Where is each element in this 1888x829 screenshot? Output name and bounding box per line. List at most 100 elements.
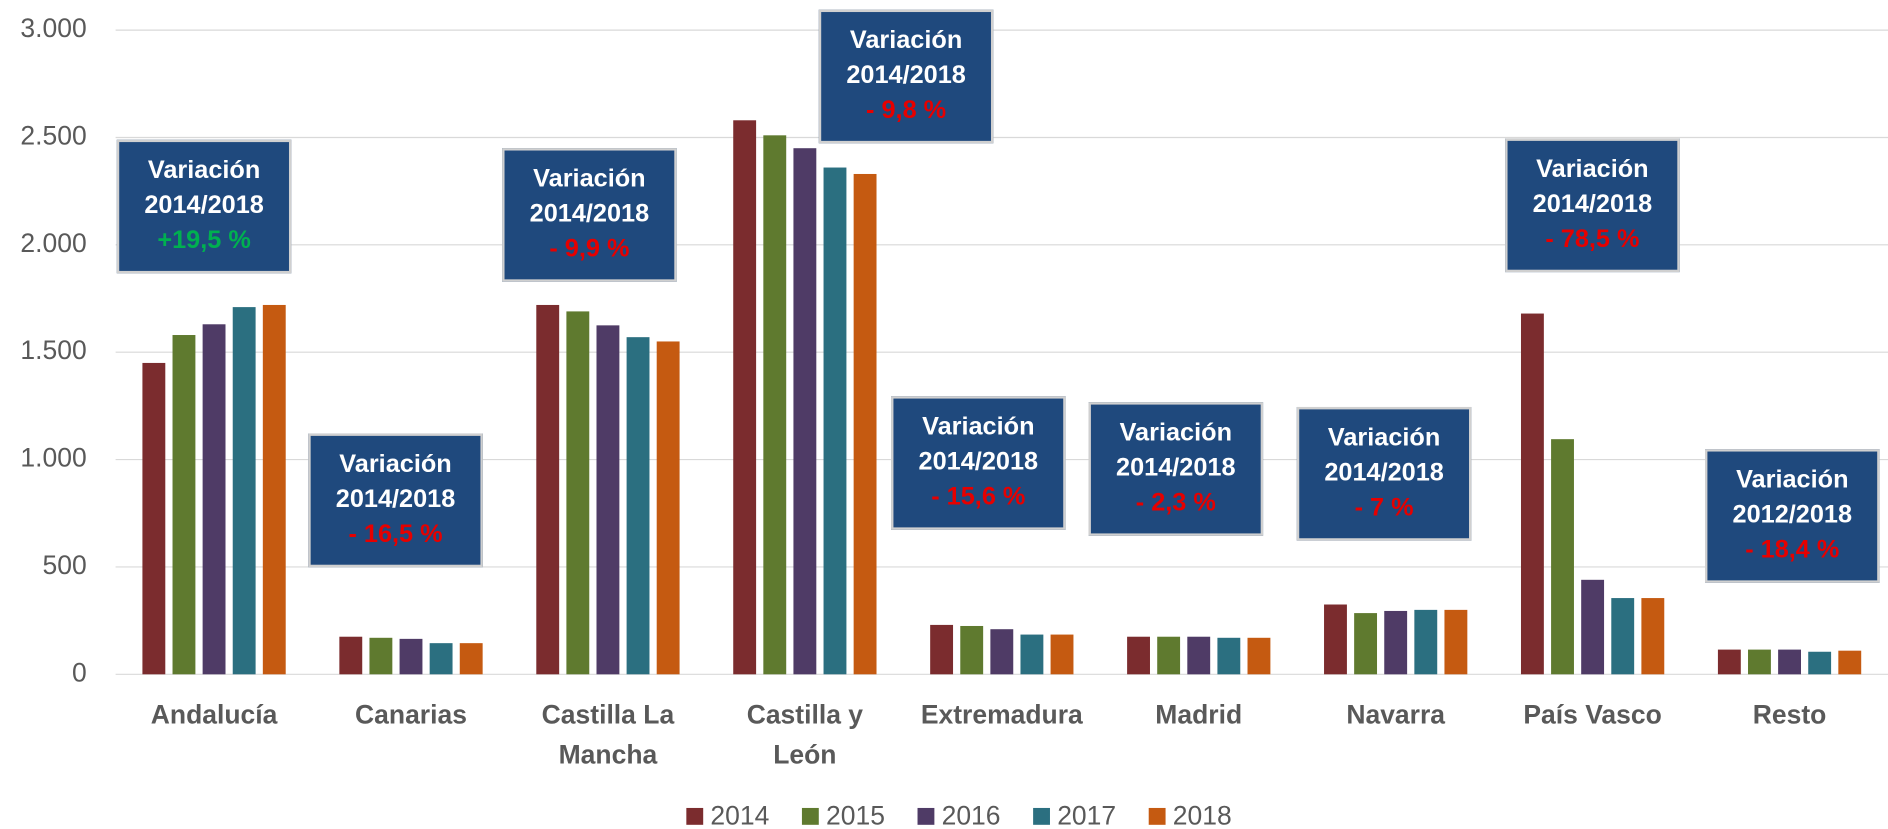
legend-swatch (686, 807, 704, 825)
annotation-text: Variación (1327, 423, 1441, 452)
annotation-box: Variación 2014/2018 - 16,5 % (308, 433, 483, 568)
x-tick-label: País Vasco (1523, 699, 1662, 730)
bar (763, 135, 787, 675)
bar (626, 337, 650, 675)
x-tick-label: Castilla y León (746, 699, 864, 770)
annotation-text: 2014/2018 (846, 61, 966, 90)
bar (1157, 636, 1181, 675)
annotation-box: Variación 2014/2018 - 9,8 % (818, 9, 994, 144)
bar (1717, 649, 1741, 675)
x-tick-label: Andalucía (150, 699, 278, 730)
legend-swatch (801, 807, 819, 825)
y-tick-label: 3.000 (20, 13, 86, 43)
legend-swatch (1033, 807, 1050, 825)
annotation-text: 2014/2018 (529, 199, 650, 228)
bar (1020, 634, 1044, 675)
annotation-text: Variación (849, 26, 963, 55)
annotation-change: - 7 % (1354, 493, 1414, 522)
bar (262, 304, 286, 675)
annotation-change: +19,5 % (157, 226, 251, 255)
annotation-text: 2014/2018 (1532, 190, 1653, 218)
bar (369, 637, 393, 675)
bar (1641, 598, 1665, 675)
x-tick-label: Canarias (355, 699, 467, 730)
bar (793, 148, 817, 675)
annotation-box: Variación 2014/2018 +19,5 % (116, 139, 292, 274)
legend-label: 2016 (942, 801, 1001, 829)
annotation-text: 2014/2018 (1324, 458, 1444, 487)
bar (733, 120, 757, 675)
y-tick-label: 0 (72, 657, 87, 687)
bar (823, 167, 847, 675)
legend-label: 2018 (1173, 801, 1232, 829)
bar (566, 311, 590, 675)
annotation-change: - 15,6 % (931, 482, 1026, 511)
bar (202, 324, 226, 675)
bar (960, 625, 984, 675)
legend-swatch (1148, 807, 1166, 825)
annotation-text: 2014/2018 (1116, 453, 1236, 482)
bar (1520, 313, 1544, 675)
bar (429, 643, 453, 675)
annotation-box: Variación 2012/2018 - 18,4 % (1705, 449, 1880, 583)
bar (1384, 610, 1408, 675)
y-tick-label: 1.000 (20, 443, 86, 473)
annotation-text: Variación (922, 413, 1035, 441)
bar (853, 173, 877, 675)
annotation-text: 2014/2018 (335, 485, 456, 513)
annotation-box: Variación 2014/2018 - 7 % (1296, 406, 1472, 541)
bar (232, 307, 256, 675)
bar (339, 636, 363, 675)
bar (1581, 579, 1605, 675)
bar (1050, 634, 1074, 675)
annotation-text: Variación (1536, 155, 1649, 184)
bar (1187, 636, 1211, 675)
bar (1414, 609, 1438, 675)
annotation-change: - 9,9 % (549, 234, 630, 263)
y-tick-label: 500 (42, 550, 86, 580)
bar (459, 643, 483, 675)
bar (1127, 636, 1150, 675)
bar (1354, 613, 1378, 675)
bar (1324, 604, 1347, 675)
x-tick-label: Madrid (1155, 699, 1243, 730)
annotation-text: Variación (1119, 419, 1233, 447)
bar (1444, 609, 1468, 675)
legend-label: 2015 (826, 801, 885, 829)
bar (1611, 598, 1635, 675)
annotation-change: - 78,5 % (1545, 225, 1640, 253)
annotation-text: 2014/2018 (144, 191, 264, 220)
bar (399, 638, 423, 675)
annotation-box: Variación 2014/2018 - 78,5 % (1505, 138, 1680, 273)
annotation-text: 2014/2018 (918, 447, 1039, 476)
x-tick-label: Extremadura (920, 699, 1083, 730)
y-tick-label: 2.500 (20, 120, 86, 150)
bar (1551, 439, 1574, 675)
annotation-change: - 18,4 % (1745, 535, 1840, 564)
bar (1217, 637, 1241, 675)
annotation-text: Variación (533, 164, 646, 193)
bar (142, 362, 166, 675)
legend-label: 2014 (710, 801, 769, 829)
annotation-text: Variación (147, 156, 261, 185)
x-tick-label: Navarra (1346, 699, 1446, 730)
annotation-change: - 9,8 % (866, 96, 947, 125)
bar (930, 624, 954, 675)
bar (596, 325, 620, 675)
annotation-box: Variación 2014/2018 - 2,3 % (1088, 402, 1264, 536)
annotation-change: - 16,5 % (348, 520, 443, 548)
bar (990, 629, 1014, 675)
legend-label: 2017 (1057, 801, 1116, 829)
y-tick-label: 2.000 (20, 228, 86, 258)
bar (1247, 637, 1271, 675)
legend-swatch (917, 807, 935, 825)
bar (1778, 649, 1801, 675)
bar (1748, 649, 1771, 675)
annotation-text: 2012/2018 (1732, 500, 1853, 529)
x-tick-label: Resto (1752, 699, 1827, 730)
annotation-box: Variación 2014/2018 - 15,6 % (891, 396, 1066, 530)
bar (172, 335, 196, 675)
